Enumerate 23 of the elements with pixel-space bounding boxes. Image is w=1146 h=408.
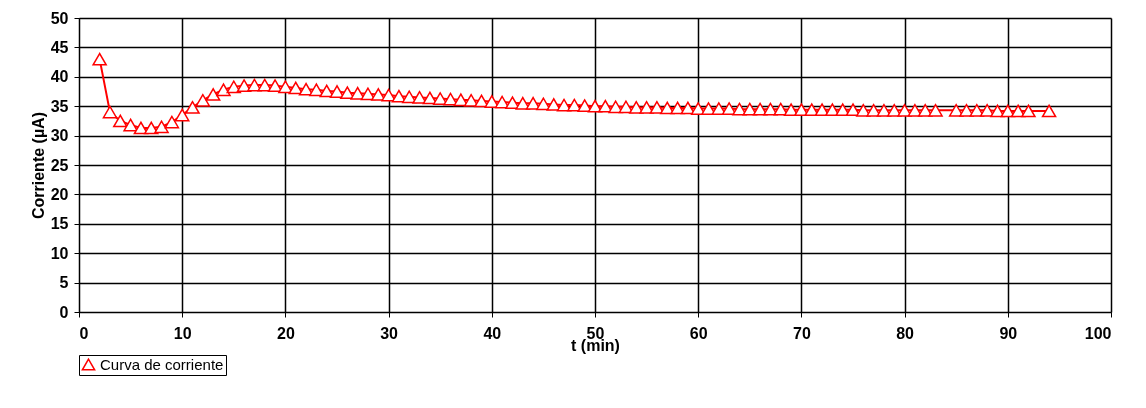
y-tick-label: 0 <box>59 303 69 321</box>
y-tick-label: 40 <box>50 68 69 86</box>
y-tick-label: 35 <box>50 97 69 115</box>
x-tick-label: 0 <box>79 324 89 342</box>
x-tick-label: 20 <box>277 324 295 342</box>
y-tick-label: 25 <box>50 156 69 174</box>
x-tick-label: 60 <box>689 324 708 342</box>
y-tick-label: 20 <box>50 185 69 203</box>
x-tick-label: 10 <box>173 324 192 342</box>
y-tick-label: 5 <box>59 274 69 292</box>
x-tick-label: 70 <box>793 324 811 342</box>
y-tick-label: 10 <box>50 244 69 262</box>
x-tick-label: 90 <box>999 324 1018 342</box>
y-tick-label: 50 <box>50 9 69 27</box>
legend-label: Curva de corriente <box>100 355 224 373</box>
y-axis-title: Corriente (µA) <box>29 112 47 219</box>
y-tick-label: 15 <box>50 215 69 233</box>
x-tick-label: 40 <box>483 324 502 342</box>
y-tick-label: 30 <box>50 127 69 145</box>
x-tick-label: 100 <box>1084 324 1112 342</box>
y-tick-label: 45 <box>50 38 69 56</box>
x-tick-label: 80 <box>896 324 915 342</box>
x-tick-label: 30 <box>380 324 399 342</box>
